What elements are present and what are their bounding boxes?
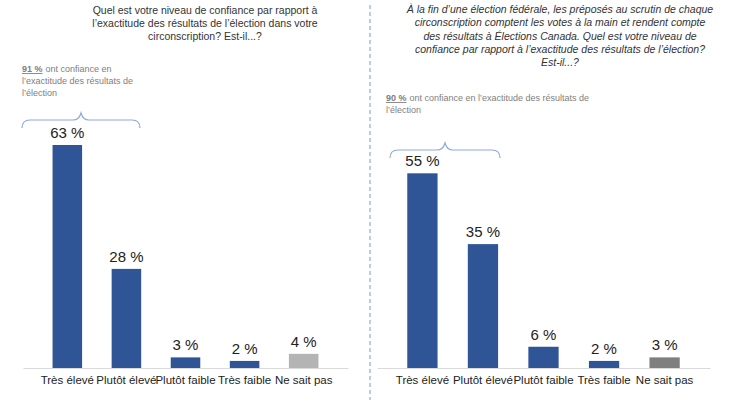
- bar: [53, 145, 83, 368]
- axis-line: [24, 368, 349, 369]
- data-label: 2 %: [591, 340, 617, 357]
- bar: [589, 361, 619, 368]
- x-axis: Très élevéPlutôt élevéPlutôt faibleTrès …: [24, 368, 349, 386]
- bar: [230, 361, 260, 368]
- chart-1: À la fin d’une élection fédérale, les pr…: [378, 3, 714, 386]
- annotation-line: ont confiance en: [46, 64, 112, 74]
- title: Quel est votre niveau de confiance par r…: [92, 4, 317, 42]
- data-label: 28 %: [109, 248, 143, 265]
- title: À la fin d’une élection fédérale, les pr…: [406, 3, 714, 68]
- data-label: 35 %: [466, 223, 500, 240]
- annotation: 91 %ont confiance en l’exactitude des rés…: [22, 64, 133, 98]
- tick: Très faible: [577, 368, 630, 386]
- tick-label: Ne sait pas: [636, 374, 694, 386]
- tick: Ne sait pas: [636, 368, 694, 386]
- data-label: 6 %: [531, 326, 557, 343]
- bar: [468, 244, 498, 368]
- brace: [22, 113, 140, 128]
- chart-0: Quel est votre niveau de confiance par r…: [22, 4, 349, 386]
- tick-label: Plutôt faible: [155, 374, 215, 386]
- tick: Très élevé: [396, 368, 449, 386]
- tick: Plutôt élevé: [96, 368, 156, 386]
- data-label: 3 %: [652, 336, 678, 353]
- brace: [390, 143, 500, 158]
- annotation-line: ont confiance en l’exactitude des résult…: [410, 93, 590, 103]
- axis-line: [378, 368, 711, 369]
- tick: Plutôt élevé: [453, 368, 513, 386]
- data-label: 4 %: [291, 333, 317, 350]
- data-label: 55 %: [405, 152, 439, 169]
- tick-label: Plutôt faible: [513, 374, 573, 386]
- tick-label: Plutôt élevé: [96, 374, 156, 386]
- tick-label: Très élevé: [41, 374, 94, 386]
- title-line: confiance par rapport à l’exactitude des…: [415, 43, 705, 55]
- x-axis: Très élevé Plutôt élevéPlutôt faible Très …: [378, 368, 711, 386]
- bar: [171, 357, 201, 368]
- tick: Très faible: [218, 368, 271, 386]
- bar: [112, 269, 142, 368]
- title-line: des résultats à Élections Canada. Quel e…: [423, 30, 696, 42]
- data-label: 63 %: [50, 124, 84, 141]
- tick-label: Très faible: [218, 374, 271, 386]
- annotation-line: l’élection: [386, 105, 421, 115]
- tick-label: Très élevé: [396, 374, 449, 386]
- tick: Plutôt faible: [513, 368, 573, 386]
- bars: [407, 173, 679, 368]
- title-line: circonscription? Est-il...?: [148, 30, 262, 42]
- tick: Plutôt faible: [155, 368, 215, 386]
- tick-label: Ne sait pas: [275, 374, 333, 386]
- chart-canvas: Quel est votre niveau de confiance par r…: [0, 0, 750, 405]
- bar: [649, 357, 679, 368]
- divider: [369, 5, 370, 400]
- tick: Ne sait pas: [275, 368, 333, 386]
- annotation-value: 90 %: [386, 93, 407, 103]
- tick-label: Plutôt élevé: [453, 374, 513, 386]
- data-label: 3 %: [173, 336, 199, 353]
- bars: [53, 145, 319, 368]
- tick-label: Très faible: [577, 374, 630, 386]
- annotation-line: l’exactitude des résultats de: [22, 76, 133, 86]
- bar: [407, 173, 437, 368]
- data-label: 2 %: [232, 340, 258, 357]
- title-line: Est-il...?: [541, 56, 579, 68]
- title-line: Quel est votre niveau de confiance par r…: [93, 4, 318, 16]
- title-line: circonscription comptent les votes à la …: [415, 16, 706, 28]
- title-line: l’exactitude des résultats de l’élection…: [92, 17, 317, 29]
- annotation-line: l’élection: [22, 88, 57, 98]
- annotation: 90 %ont confiance en l’exactitude des ré…: [386, 93, 589, 115]
- annotation-value: 91 %: [22, 64, 43, 74]
- tick: Très élevé: [41, 368, 94, 386]
- bar: [289, 354, 319, 368]
- data-labels: 63 % 28 % 3 % 2 % 4 %: [50, 124, 316, 357]
- bar: [528, 347, 558, 368]
- data-labels: 55 % 35 % 6 % 2 % 3 %: [405, 152, 677, 357]
- title-line: À la fin d’une élection fédérale, les pr…: [406, 3, 714, 15]
